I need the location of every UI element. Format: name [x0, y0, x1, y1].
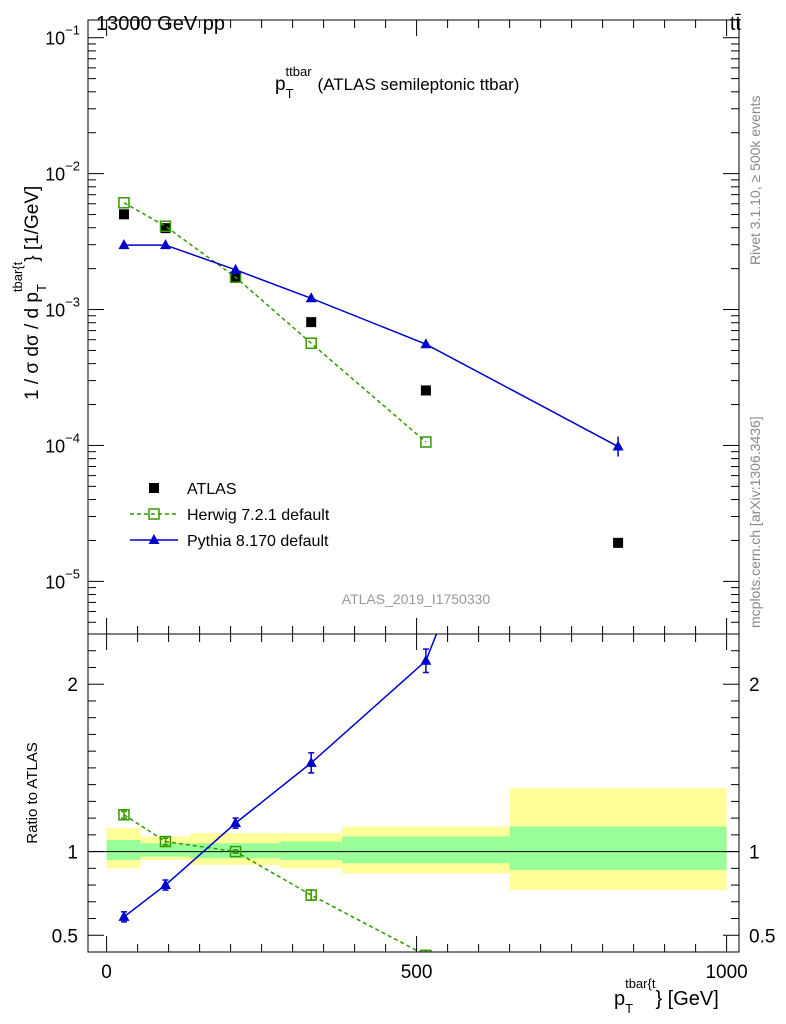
- ratio-bands: [106, 787, 727, 891]
- data-point: [230, 263, 242, 274]
- legend-marker: [149, 483, 159, 493]
- data-point: [306, 317, 317, 328]
- ratio-y-tick-label-right: 0.5: [749, 926, 775, 947]
- plot-title: pTttbar(ATLAS semileptonic ttbar): [275, 64, 519, 101]
- process-label: tt̄: [730, 13, 742, 35]
- x-tick-label: 1000: [705, 962, 747, 983]
- data-point: [305, 292, 317, 303]
- main-data: [118, 197, 624, 548]
- main-panel: 10−1 10−2 10−3 10−4 10−5 pTttbar(ATLAS semil…: [10, 19, 740, 635]
- ratio-point: [118, 910, 130, 921]
- ratio-point: [305, 889, 317, 901]
- main-y-axis-label: 1 / σ dσ / d pTtbar{t} [1/GeV]: [10, 186, 49, 400]
- ratio-y-axis-label: Ratio to ATLAS: [24, 742, 41, 843]
- ratio-point: [229, 845, 242, 858]
- ratio-y-tick-label: 1: [67, 843, 78, 864]
- x-axis-label: pTtbar{t} [GeV]: [614, 976, 719, 1016]
- main-y-tick-labels: 10−1 10−2 10−3 10−4 10−5: [45, 23, 80, 593]
- ratio-y-tick-label: 2: [67, 675, 78, 696]
- data-point: [420, 385, 431, 396]
- data-point: [118, 209, 129, 220]
- ratio-y-tick-label-right: 1: [749, 843, 760, 864]
- ratio-point: [420, 654, 432, 665]
- x-tick-labels: 0 500 1000: [101, 962, 747, 983]
- y-tick-label: 10−2: [45, 159, 80, 185]
- mcplots-label: mcplots.cern.ch [arXiv:1306.3436]: [747, 416, 763, 628]
- ratio-point: [230, 817, 242, 828]
- legend: ATLAS Herwig 7.2.1 default Pythia 8.170 de…: [130, 481, 330, 550]
- data-point: [160, 223, 171, 234]
- ratio-y-tick-label: 0.5: [52, 926, 78, 947]
- ratio-point: [420, 949, 432, 952]
- analysis-id: ATLAS_2019_I1750330: [342, 591, 491, 607]
- main-ticks: [88, 20, 739, 634]
- series-line: [123, 244, 619, 448]
- ratio-point: [118, 809, 130, 821]
- data-point: [613, 537, 624, 548]
- data-point: [305, 337, 317, 349]
- data-point: [118, 239, 130, 250]
- ratio-point: [160, 879, 171, 890]
- legend-label: Pythia 8.170 default: [187, 533, 329, 550]
- data-point: [420, 436, 432, 448]
- stat-uncertainty-band: [509, 826, 727, 870]
- x-tick-label: 500: [401, 962, 433, 983]
- rivet-label: Rivet 3.1.10, ≥ 500k events: [747, 95, 763, 265]
- data-point: [159, 220, 172, 233]
- data-point: [160, 239, 171, 250]
- legend-marker: [148, 508, 160, 520]
- y-tick-label: 10−4: [45, 430, 80, 456]
- ratio-point: [159, 835, 172, 848]
- series-line: [123, 202, 427, 443]
- y-tick-label: 10−5: [45, 566, 80, 592]
- ratio-y-tick-label-right: 2: [749, 675, 760, 696]
- stat-uncertainty-band: [140, 843, 191, 857]
- ratio-panel: 0.5 0.5 1 1 2 2 0 500 1000 Ratio to ATLAS pTtba…: [24, 159, 776, 1016]
- stat-uncertainty-band: [342, 836, 510, 864]
- ratio-frame: [87, 633, 740, 953]
- stat-uncertainty-band: [106, 839, 141, 860]
- legend-label: ATLAS: [187, 481, 237, 498]
- data-point: [420, 338, 432, 349]
- legend-label: Herwig 7.2.1 default: [187, 507, 330, 524]
- main-frame: [87, 19, 740, 635]
- data-point: [118, 197, 130, 209]
- ratio-point: [616, 159, 627, 169]
- ratio-data: [118, 159, 627, 952]
- ratio-series-line: [123, 634, 438, 918]
- y-tick-label: 10−1: [45, 23, 80, 49]
- ratio-point: [305, 756, 317, 767]
- y-tick-label: 10−3: [45, 295, 80, 321]
- x-tick-label: 0: [101, 962, 112, 983]
- collision-label: 13000 GeV pp: [96, 13, 225, 35]
- stat-uncertainty-band: [280, 841, 343, 860]
- legend-marker: [148, 534, 160, 544]
- ratio-ticks: [88, 634, 739, 952]
- ratio-y-tick-labels: 0.5 0.5 1 1 2 2: [52, 675, 776, 947]
